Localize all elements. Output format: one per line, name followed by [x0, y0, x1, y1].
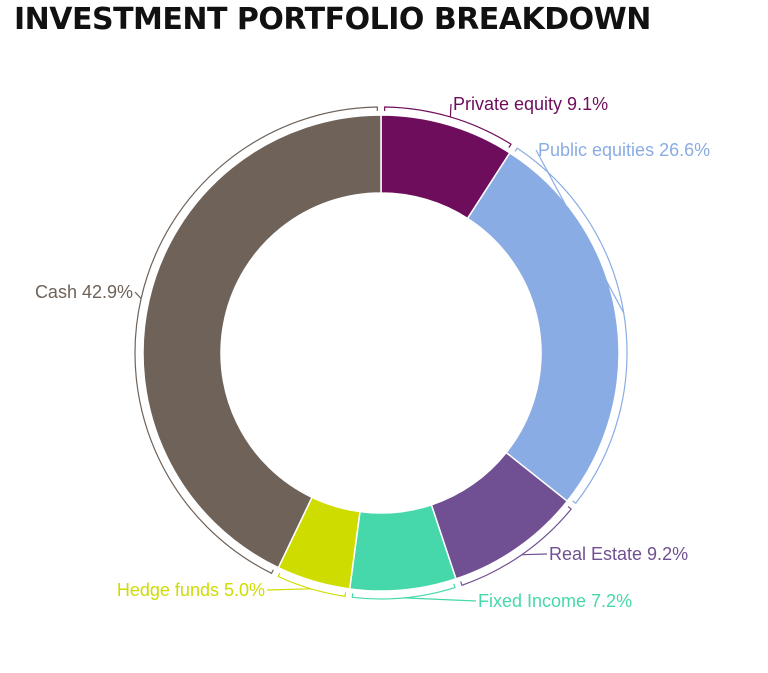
label-public-equities: Public equities 26.6%	[538, 140, 710, 160]
bracket-private-equity	[384, 106, 512, 148]
slice-public-equities	[466, 151, 620, 503]
bracket-cash	[134, 106, 378, 575]
bracket-real-estate	[460, 506, 572, 587]
label-private-equity: Private equity 9.1%	[453, 94, 608, 114]
label-hedge-funds: Hedge funds 5.0%	[117, 580, 265, 600]
leader-real-estate	[521, 553, 548, 556]
label-cash: Cash 42.9%	[35, 282, 133, 302]
label-fixed-income: Fixed Income 7.2%	[478, 591, 632, 611]
slice-cash	[142, 114, 382, 569]
leader-hedge-funds	[266, 588, 311, 591]
leader-cash	[134, 291, 142, 299]
label-real-estate: Real Estate 9.2%	[549, 544, 688, 564]
leader-fixed-income	[404, 597, 477, 602]
leader-private-equity	[449, 103, 452, 118]
chart-title: INVESTMENT PORTFOLIO BREAKDOWN	[14, 2, 651, 37]
leader-public-equities	[535, 149, 625, 314]
bracket-hedge-funds	[277, 572, 347, 598]
